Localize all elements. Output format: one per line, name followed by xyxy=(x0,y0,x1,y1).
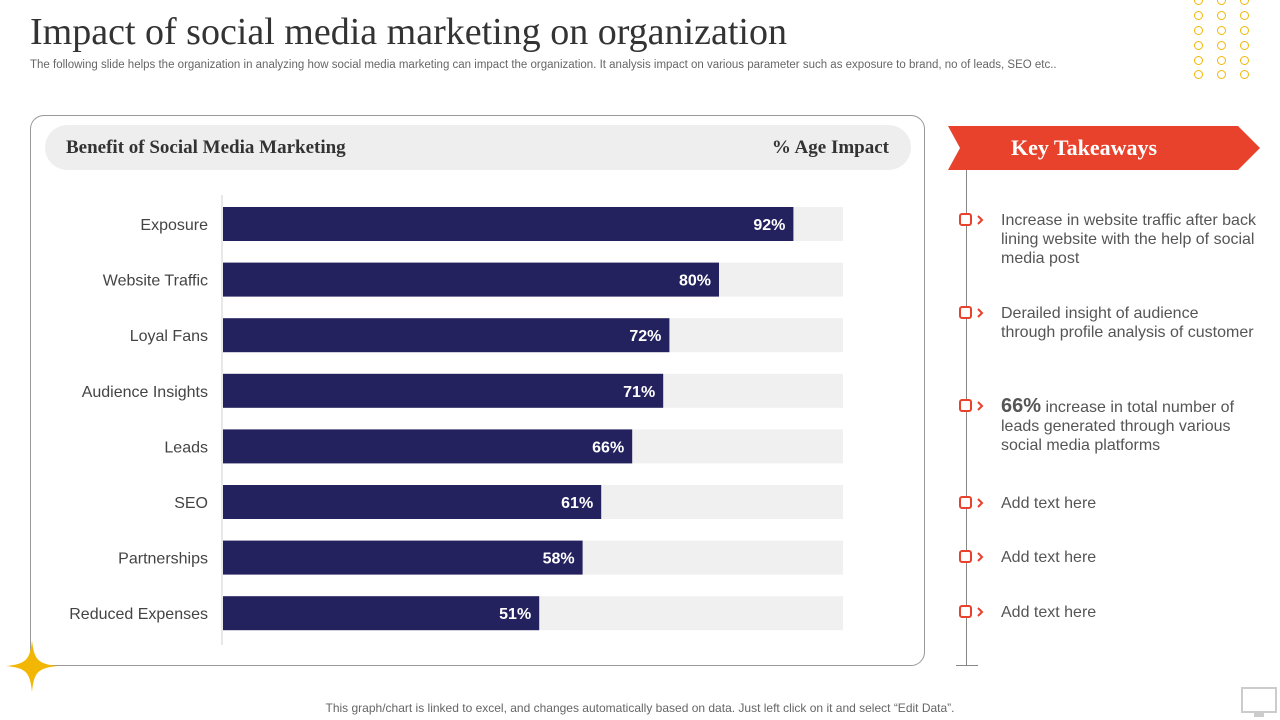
category-label: Partnerships xyxy=(118,551,208,568)
category-label: Leads xyxy=(164,439,208,456)
takeaway-text: Add text here xyxy=(1001,604,1097,621)
value-label: 58% xyxy=(543,551,575,568)
takeaway-text: Add text here xyxy=(1001,495,1097,512)
value-label: 80% xyxy=(679,273,711,290)
bar-partnerships[interactable] xyxy=(223,540,583,575)
key-takeaways-title: Key Takeaways xyxy=(1010,135,1158,160)
category-label: SEO xyxy=(174,495,208,512)
page-title: Impact of social media marketing on orga… xyxy=(30,11,787,53)
value-label: 72% xyxy=(629,328,661,345)
takeaway-text-rest: increase in total number of leads genera… xyxy=(1001,399,1235,454)
bar-seo[interactable] xyxy=(223,485,602,519)
timeline-end-cap xyxy=(956,665,978,666)
decorative-dots xyxy=(1194,0,1254,80)
category-label: Reduced Expenses xyxy=(69,606,208,623)
category-label: Website Traffic xyxy=(103,273,208,290)
bullet-marker-icon xyxy=(959,306,984,319)
category-label: Exposure xyxy=(140,217,208,234)
bullet-marker-icon xyxy=(959,550,984,563)
value-label: 71% xyxy=(623,384,655,401)
category-label: Audience Insights xyxy=(82,384,208,401)
footer-note: This graph/chart is linked to excel, and… xyxy=(325,701,955,715)
bar-loyal-fans[interactable] xyxy=(223,318,670,353)
category-label: Loyal Fans xyxy=(130,328,208,345)
bar-leads[interactable] xyxy=(223,429,633,464)
bar-audience-insights[interactable] xyxy=(223,373,664,408)
key-takeaways-banner xyxy=(948,126,1260,170)
bar-chart[interactable]: Exposure 92% Website Traffic 80% Loyal Fans 7… xyxy=(40,190,860,650)
page-subtitle: The following slide helps the organizati… xyxy=(30,59,1057,71)
bullet-marker-icon xyxy=(959,496,984,509)
takeaway-text: Add text here xyxy=(1001,549,1097,566)
bar-website-traffic[interactable] xyxy=(223,262,719,297)
bullet-marker-icon xyxy=(959,213,984,226)
bar-reduced-expenses[interactable] xyxy=(223,596,540,631)
takeaway-text: Increase in website traffic after back l… xyxy=(1001,212,1256,267)
monitor-icon xyxy=(1241,687,1277,717)
takeaway-highlight: 66% xyxy=(1001,395,1042,417)
bullet-marker-icon xyxy=(959,605,984,618)
chart-header-right-label: % Age Impact xyxy=(771,137,889,158)
value-label: 66% xyxy=(592,439,624,456)
value-label: 61% xyxy=(561,495,593,512)
sparkle-star-icon xyxy=(6,640,58,692)
takeaway-text: Derailed insight of audience through pro… xyxy=(1001,305,1254,341)
value-label: 51% xyxy=(499,606,531,623)
timeline-line xyxy=(966,170,967,666)
chart-header-left-label: Benefit of Social Media Marketing xyxy=(66,137,346,158)
value-label: 92% xyxy=(753,217,785,234)
chart-header: Benefit of Social Media Marketing % Age … xyxy=(45,125,911,170)
takeaway-text: 66% increase in total number of leads ge… xyxy=(1001,395,1256,455)
bar-exposure[interactable] xyxy=(223,207,794,241)
bullet-marker-icon xyxy=(959,399,984,412)
